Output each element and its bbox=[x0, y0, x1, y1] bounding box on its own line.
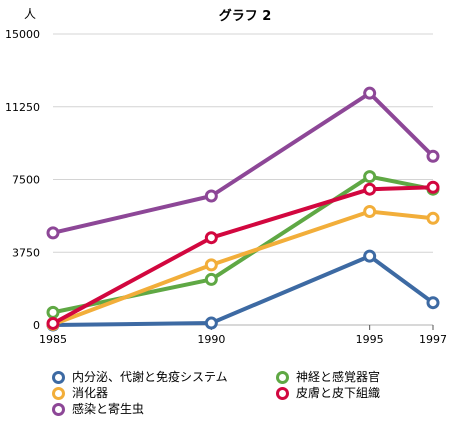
series bbox=[46, 180, 440, 330]
series-line bbox=[51, 185, 435, 326]
series-line bbox=[51, 209, 435, 327]
data-point bbox=[363, 170, 377, 184]
data-point bbox=[426, 296, 440, 310]
data-point bbox=[204, 231, 218, 245]
y-tick-label: 15000 bbox=[5, 28, 40, 41]
data-point bbox=[363, 205, 377, 219]
series-line bbox=[51, 91, 435, 235]
x-tick-label: 1985 bbox=[39, 333, 67, 346]
legend-item: 皮膚と皮下組織 bbox=[276, 386, 380, 400]
legend-label: 皮膚と皮下組織 bbox=[296, 386, 381, 400]
y-tick-label: 7500 bbox=[12, 174, 40, 187]
data-point bbox=[204, 258, 218, 272]
data-point bbox=[426, 211, 440, 225]
series bbox=[46, 86, 440, 240]
x-tick-label: 1995 bbox=[356, 333, 384, 346]
legend-marker-icon bbox=[52, 386, 65, 400]
chart-title: グラフ 2 bbox=[219, 8, 272, 24]
data-point bbox=[426, 149, 440, 163]
y-axis-label: 人 bbox=[24, 7, 36, 21]
legend-item: 内分泌、代謝と免疫システム bbox=[52, 370, 228, 384]
legend-item: 感染と寄生虫 bbox=[52, 402, 144, 416]
legend-label: 内分泌、代謝と免疫システム bbox=[72, 370, 228, 384]
data-point bbox=[426, 180, 440, 194]
legend-label: 感染と寄生虫 bbox=[72, 402, 145, 416]
x-tick-label: 1990 bbox=[197, 333, 225, 346]
series-lines bbox=[46, 86, 440, 332]
data-point bbox=[46, 226, 60, 240]
data-point bbox=[46, 316, 60, 330]
legend-marker-icon bbox=[52, 402, 65, 416]
x-tick-label: 1997 bbox=[419, 333, 447, 346]
legend-marker-icon bbox=[52, 370, 65, 384]
data-point bbox=[363, 86, 377, 100]
y-tick-label: 11250 bbox=[5, 101, 40, 114]
legend-label: 消化器 bbox=[72, 386, 109, 400]
series-line bbox=[51, 254, 435, 327]
y-tick-label: 0 bbox=[33, 319, 40, 332]
data-point bbox=[46, 305, 60, 319]
legend-item: 消化器 bbox=[52, 386, 108, 400]
series bbox=[46, 249, 440, 332]
data-point bbox=[363, 182, 377, 196]
data-point bbox=[204, 189, 218, 203]
data-point bbox=[204, 316, 218, 330]
legend-label: 神経と感覚器官 bbox=[296, 370, 381, 384]
data-point bbox=[363, 249, 377, 263]
legend-marker-icon bbox=[276, 370, 289, 384]
chart-labels: グラフ 2 人 bbox=[24, 7, 271, 24]
legend-item: 神経と感覚器官 bbox=[276, 370, 380, 384]
data-point bbox=[204, 272, 218, 286]
y-tick-label: 3750 bbox=[12, 246, 40, 259]
legend-marker-icon bbox=[276, 386, 289, 400]
